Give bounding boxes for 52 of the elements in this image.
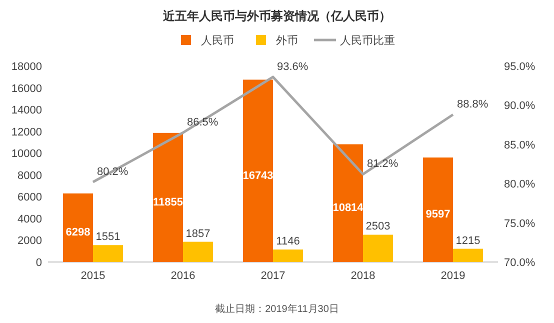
y-tick-label: 10000 — [11, 148, 42, 160]
y2-tick-label: 95.0% — [504, 61, 536, 73]
x-tick-label: 2018 — [350, 270, 376, 282]
x-tick-label: 2016 — [170, 270, 196, 282]
bar — [273, 250, 303, 262]
y2-tick-label: 80.0% — [504, 178, 536, 191]
bar — [333, 144, 363, 262]
bar — [243, 80, 273, 262]
y2-tick-label: 70.0% — [504, 257, 536, 269]
data-label: 11855 — [153, 196, 183, 208]
y-tick-label: 14000 — [11, 104, 42, 117]
bar — [153, 132, 183, 262]
x-tick-label: 2015 — [80, 270, 106, 282]
x-tick-label: 2017 — [260, 270, 286, 282]
data-label: 16743 — [242, 170, 274, 182]
data-label: 93.6% — [277, 60, 308, 73]
data-label: 10814 — [332, 202, 364, 214]
bar — [63, 193, 93, 262]
y-tick-label: 6000 — [18, 192, 42, 204]
data-label: 86.5% — [187, 116, 218, 129]
bar — [183, 242, 213, 262]
data-label: 2503 — [366, 220, 390, 233]
y2-tick-label: 90.0% — [504, 100, 536, 112]
data-label: 80.2% — [97, 166, 128, 178]
bar — [93, 245, 123, 262]
x-tick-label: 2019 — [440, 270, 466, 282]
chart-title: 近五年人民币与外币募资情况（亿人民币） — [162, 9, 391, 23]
y-tick-label: 0 — [36, 257, 42, 269]
y-tick-label: 8000 — [18, 170, 42, 182]
y-tick-label: 18000 — [11, 61, 42, 73]
data-label: 1146 — [276, 236, 300, 248]
bar — [423, 158, 453, 262]
line-series — [92, 76, 454, 184]
y-tick-label: 2000 — [18, 235, 42, 248]
bar — [363, 234, 393, 262]
data-label: 1857 — [186, 228, 210, 240]
y-tick-label: 4000 — [18, 213, 42, 226]
legend-label: 人民币比重 — [340, 34, 395, 47]
data-label: 9597 — [426, 208, 450, 221]
data-label: 88.8% — [457, 98, 488, 111]
bar — [453, 248, 483, 262]
text: 截止日期：2019年11月30日 — [215, 303, 339, 315]
data-label: 1551 — [96, 231, 120, 244]
y-tick-label: 12000 — [11, 126, 42, 138]
y2-tick-label: 75.0% — [504, 218, 536, 230]
data-label: 6298 — [66, 226, 90, 239]
y2-tick-label: 85.0% — [504, 139, 536, 152]
y-tick-label: 16000 — [11, 82, 42, 95]
legend-label: 人民币 — [201, 34, 234, 47]
data-label: 1215 — [456, 234, 480, 247]
data-label: 81.2% — [367, 158, 398, 170]
legend-label: 外币 — [276, 34, 298, 47]
